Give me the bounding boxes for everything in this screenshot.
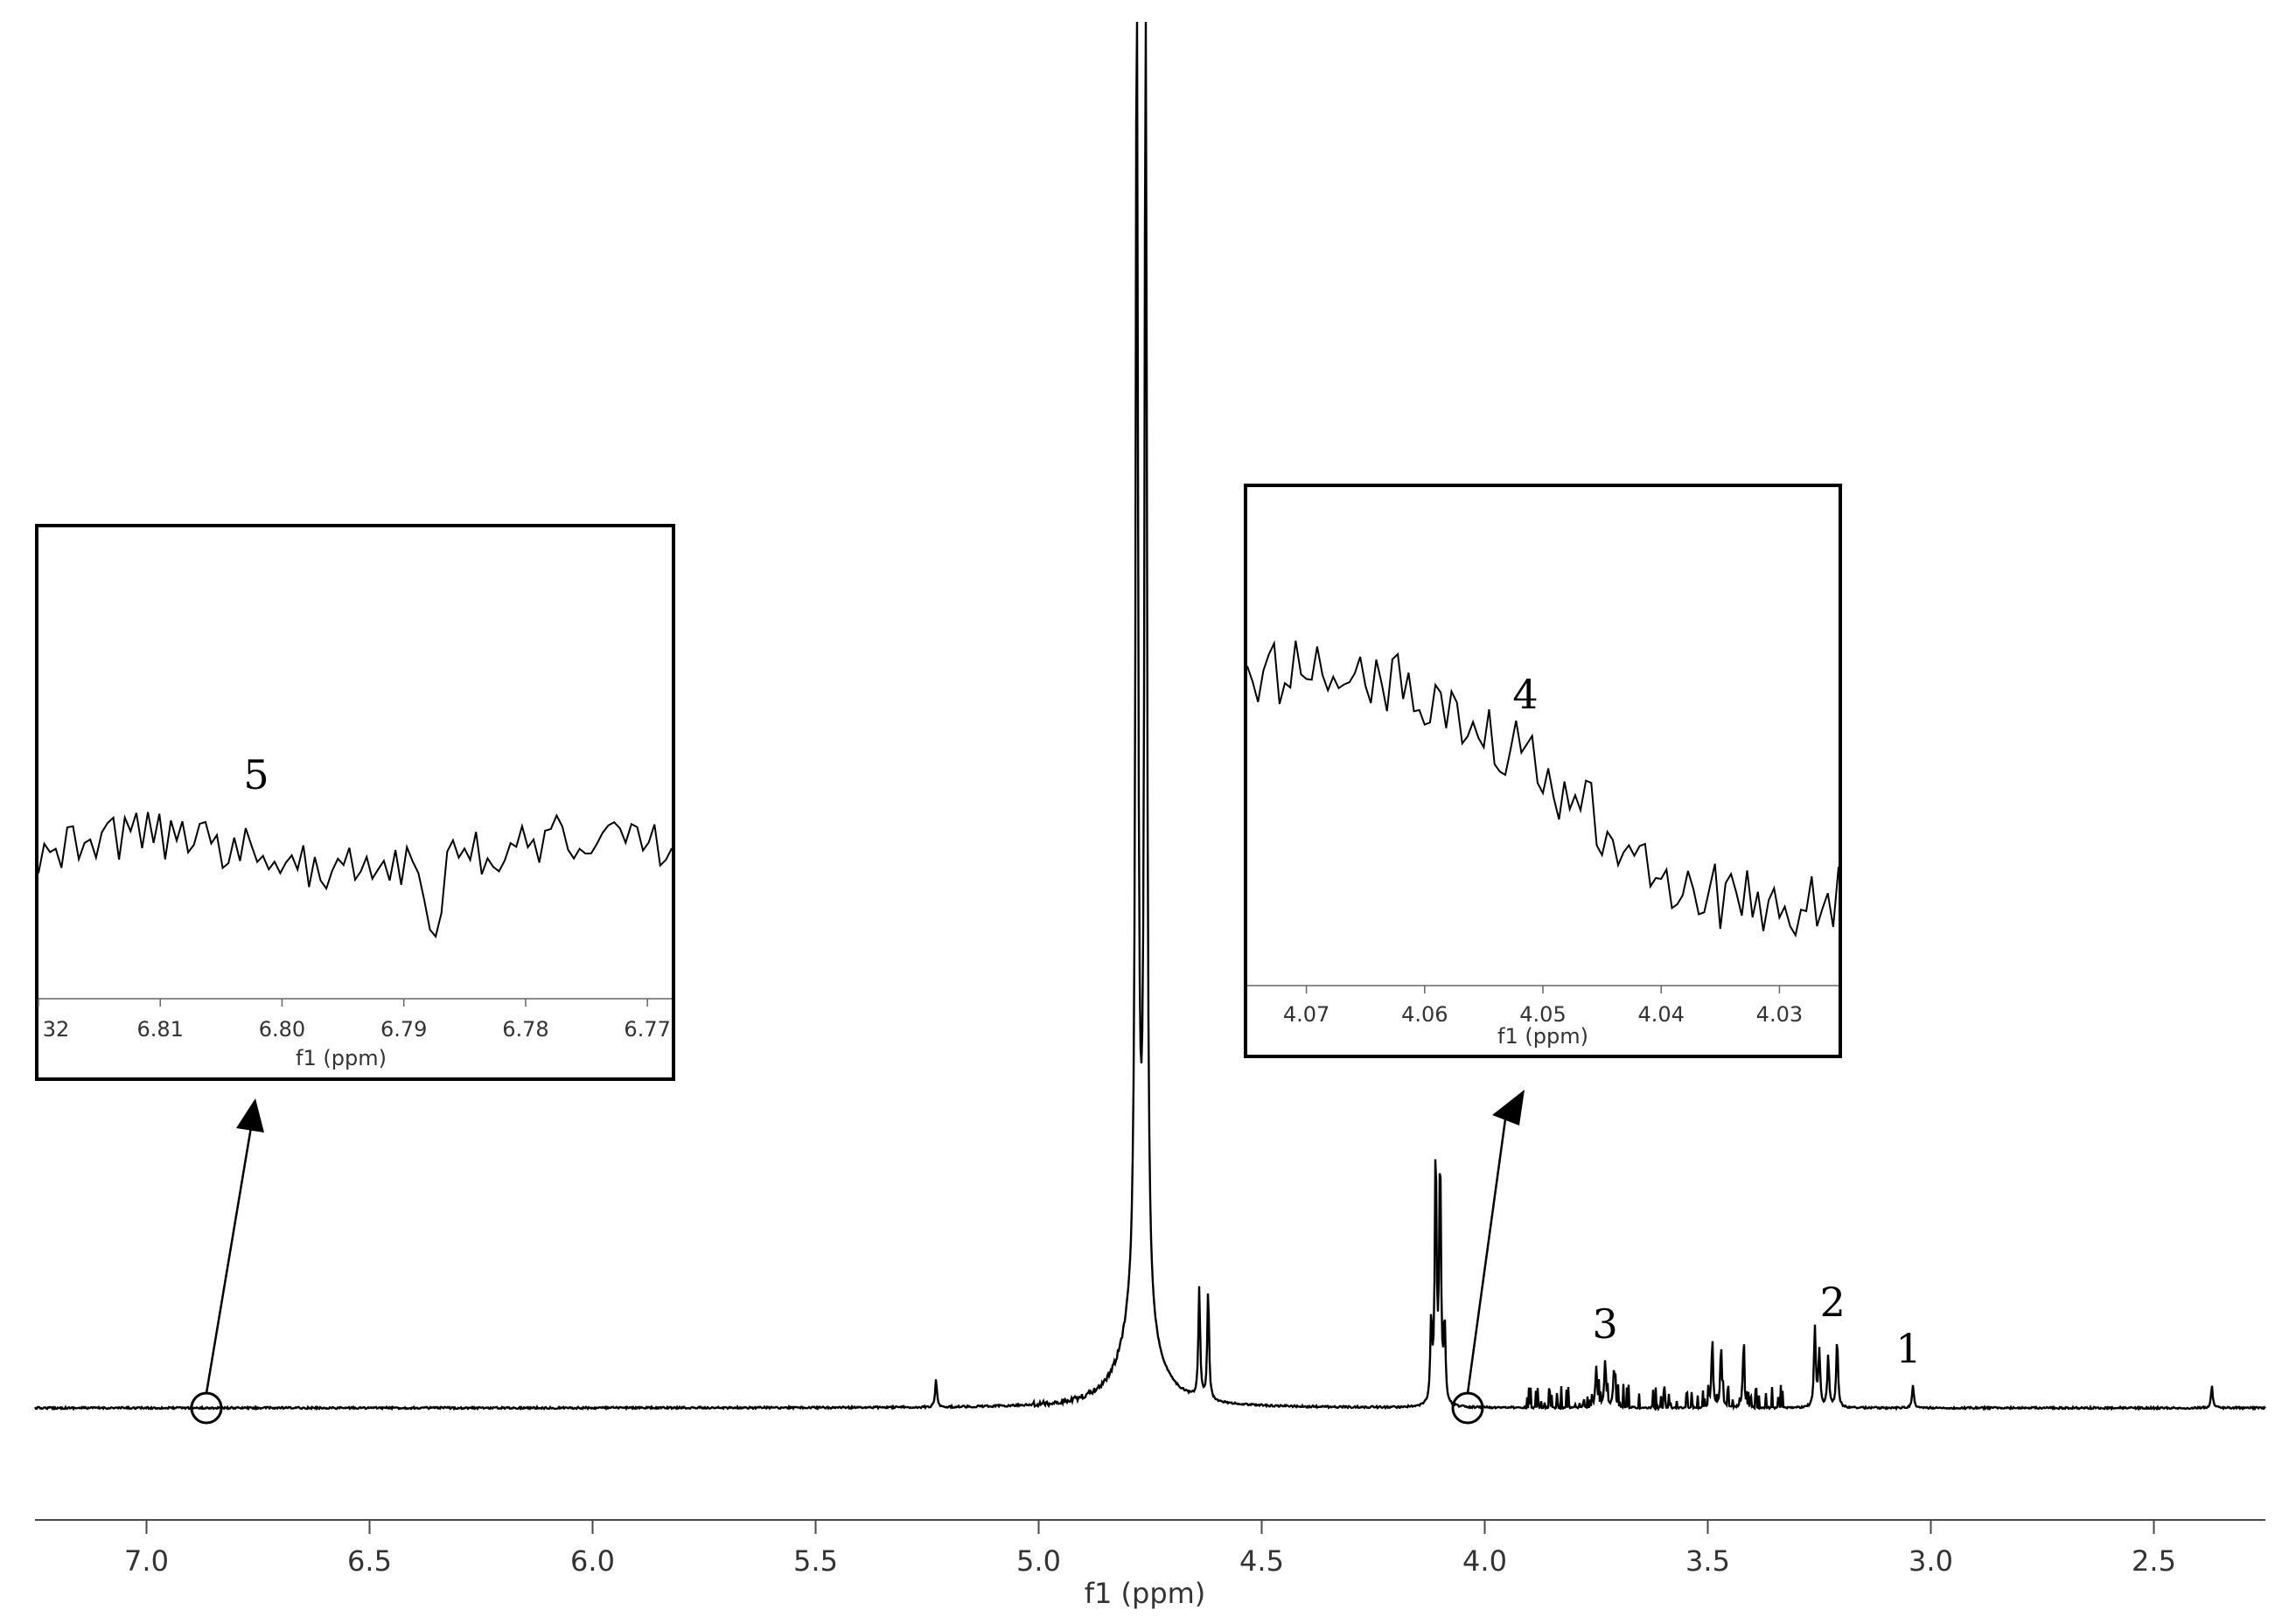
arrowhead-left-icon	[236, 1098, 264, 1133]
arrowhead-right-icon	[1492, 1090, 1525, 1126]
inset-x-tick-label: 4.03	[1756, 1002, 1803, 1027]
zoom-callouts	[190, 1090, 1525, 1425]
inset-left-frame	[35, 524, 675, 1081]
main-x-tick-label: 7.0	[124, 1544, 169, 1578]
inset-left-x-axis-label: f1 (ppm)	[296, 1046, 387, 1070]
inset-x-tick-label: 4.04	[1637, 1002, 1684, 1027]
inset-left-spectrum-line	[38, 812, 673, 939]
peak-annotation-1: 1	[1895, 1325, 1921, 1372]
main-x-tick-label: 4.5	[1239, 1544, 1284, 1578]
inset-left: 32 6.81 6.80 6.79 6.78 6.77 f1 (ppm) 5	[35, 524, 675, 1081]
main-annotations: 1 2 3	[1593, 1279, 1922, 1372]
main-x-tick-label: 5.5	[793, 1544, 838, 1578]
main-spectrum-line	[33, 21, 2266, 1411]
inset-x-tick-label: 4.07	[1283, 1002, 1329, 1027]
main-x-tick-label: 2.5	[2132, 1544, 2176, 1578]
inset-x-tick-label: 6.81	[137, 1017, 184, 1042]
inset-x-tick-label: 4.06	[1401, 1002, 1448, 1027]
inset-x-tick-label: 6.79	[380, 1017, 427, 1042]
inset-x-tick-label: 6.78	[502, 1017, 548, 1042]
inset-right-spectrum-line	[1246, 639, 1839, 938]
main-x-axis-label: f1 (ppm)	[1085, 1577, 1206, 1610]
inset-x-tick-label: 4.05	[1519, 1002, 1566, 1027]
inset-x-tick-label: 6.77	[624, 1017, 670, 1042]
inset-left-annotation: 5	[243, 751, 269, 798]
callout-arrow-right	[1466, 1119, 1507, 1394]
inset-right-x-axis-label: f1 (ppm)	[1497, 1024, 1588, 1049]
main-x-tick-label: 4.0	[1462, 1544, 1507, 1578]
inset-x-tick-label: 32	[43, 1017, 70, 1042]
main-x-tick-label: 5.0	[1016, 1544, 1061, 1578]
main-x-ticks: 7.0 6.5 6.0 5.5 5.0 4.5 4.0 3.5 3.0 2.5	[124, 1520, 2176, 1578]
main-plot: 7.0 6.5 6.0 5.5 5.0 4.5 4.0 3.5 3.0 2.5 f1 (ppm) …	[33, 21, 2266, 1610]
main-x-tick-label: 6.0	[570, 1544, 615, 1578]
callout-arrow-left	[205, 1121, 254, 1394]
inset-right-annotation: 4	[1512, 671, 1538, 718]
peak-annotation-3: 3	[1593, 1300, 1618, 1348]
main-x-tick-label: 3.5	[1685, 1544, 1730, 1578]
main-x-tick-label: 6.5	[347, 1544, 392, 1578]
inset-right-frame	[1244, 484, 1842, 1058]
inset-left-x-ticks: 32 6.81 6.80 6.79 6.78 6.77	[38, 999, 671, 1042]
inset-x-tick-label: 6.80	[259, 1017, 305, 1042]
inset-right: 4.07 4.06 4.05 4.04 4.03 f1 (ppm) 4	[1244, 484, 1842, 1058]
peak-annotation-2: 2	[1820, 1279, 1846, 1326]
inset-right-x-ticks: 4.07 4.06 4.05 4.04 4.03	[1283, 986, 1803, 1027]
main-x-tick-label: 3.0	[1909, 1544, 1953, 1578]
